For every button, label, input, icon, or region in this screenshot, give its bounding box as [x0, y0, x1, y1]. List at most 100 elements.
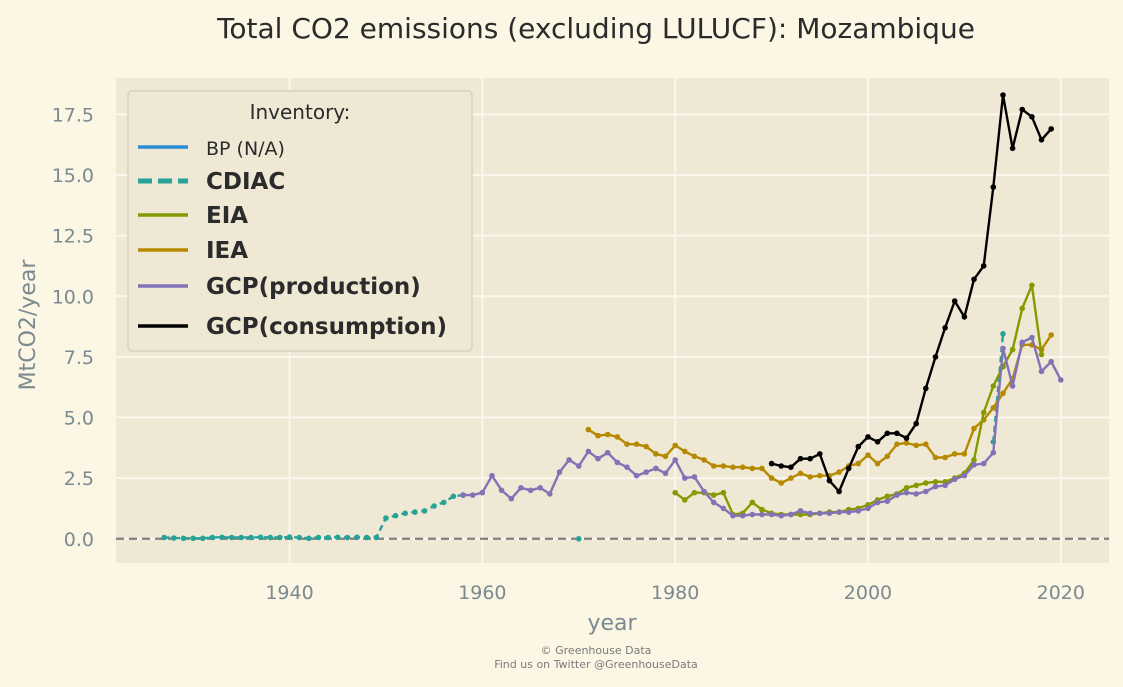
- data-point-gcp-consumption: [778, 463, 784, 469]
- data-point-eia: [720, 489, 727, 496]
- data-point-cdiac: [383, 515, 389, 521]
- data-point-iea: [768, 475, 775, 481]
- x-tick-label: 1980: [651, 582, 699, 604]
- data-point-iea: [730, 464, 736, 471]
- legend-title: Inventory:: [250, 100, 351, 124]
- data-point-gcp-production: [633, 472, 640, 479]
- x-tick-label: 2020: [1037, 582, 1085, 604]
- data-point-gcp-production: [653, 465, 659, 472]
- data-point-iea: [855, 460, 862, 467]
- data-point-iea: [624, 441, 630, 448]
- data-point-cdiac: [402, 510, 409, 517]
- data-point-gcp-production: [672, 457, 678, 463]
- credit-line-1: © Greenhouse Data: [541, 644, 652, 657]
- data-point-gcp-consumption: [990, 184, 997, 190]
- data-point-cdiac: [441, 499, 447, 506]
- data-point-iea: [643, 443, 649, 450]
- data-point-gcp-production: [855, 508, 862, 514]
- data-point-gcp-consumption: [1029, 114, 1035, 120]
- data-point-iea: [836, 469, 842, 475]
- data-point-gcp-production: [556, 469, 563, 475]
- data-point-gcp-production: [884, 498, 891, 505]
- data-point-gcp-consumption: [1038, 137, 1045, 143]
- data-point-gcp-production: [817, 510, 823, 517]
- data-point-iea: [942, 454, 948, 461]
- data-point-gcp-consumption: [855, 443, 862, 450]
- data-point-cdiac: [576, 536, 582, 542]
- data-point-cdiac: [354, 534, 360, 541]
- data-point-gcp-production: [845, 509, 852, 515]
- legend-label: BP (N/A): [206, 138, 285, 160]
- data-point-gcp-production: [508, 495, 515, 502]
- series-layer: [161, 92, 1064, 542]
- data-point-cdiac: [171, 535, 177, 541]
- data-point-gcp-production: [836, 509, 842, 515]
- data-point-gcp-production: [951, 476, 958, 483]
- data-point-gcp-consumption: [836, 488, 842, 495]
- data-point-gcp-production: [1038, 368, 1045, 375]
- data-point-iea: [682, 448, 688, 455]
- data-point-gcp-production: [624, 464, 630, 471]
- data-point-iea: [585, 426, 592, 433]
- data-point-gcp-production: [874, 499, 881, 506]
- data-point-gcp-production: [498, 487, 505, 494]
- data-point-cdiac: [373, 534, 380, 541]
- data-point-gcp-consumption: [980, 263, 987, 269]
- data-point-cdiac: [248, 534, 254, 541]
- data-point-gcp-production: [489, 472, 495, 479]
- data-point-iea: [759, 465, 765, 472]
- data-point-gcp-consumption: [807, 455, 813, 462]
- data-point-cdiac: [180, 535, 187, 542]
- data-point-iea: [653, 451, 659, 457]
- data-point-gcp-production: [604, 449, 611, 456]
- data-point-iea: [932, 454, 939, 461]
- data-point-cdiac: [190, 535, 196, 542]
- data-point-eia: [923, 480, 929, 486]
- data-point-gcp-consumption: [923, 385, 929, 392]
- data-point-gcp-consumption: [865, 434, 871, 440]
- data-point-gcp-production: [566, 457, 572, 463]
- data-point-eia: [682, 497, 688, 503]
- data-point-cdiac: [412, 509, 418, 515]
- data-point-gcp-production: [894, 492, 900, 498]
- data-point-gcp-production: [903, 489, 910, 496]
- data-point-iea: [1000, 390, 1006, 397]
- data-point-iea: [903, 440, 910, 446]
- x-ticks: 1940 1960 1980 2000 2020: [265, 582, 1085, 604]
- data-point-gcp-production: [797, 508, 804, 514]
- data-point-gcp-consumption: [1019, 106, 1025, 113]
- y-tick-label: 0.0: [64, 529, 94, 551]
- data-point-gcp-consumption: [894, 430, 900, 437]
- data-point-gcp-production: [739, 512, 746, 519]
- x-tick-label: 2000: [844, 582, 892, 604]
- data-point-gcp-production: [614, 459, 621, 466]
- data-point-gcp-production: [537, 485, 543, 491]
- data-point-cdiac: [392, 512, 399, 519]
- legend-label: IEA: [206, 238, 248, 264]
- data-point-iea: [951, 451, 958, 457]
- data-point-eia: [710, 492, 717, 498]
- data-point-iea: [923, 441, 929, 448]
- data-point-gcp-production: [643, 469, 649, 475]
- data-point-eia: [1029, 282, 1035, 289]
- data-point-gcp-consumption: [826, 477, 833, 484]
- data-point-iea: [961, 451, 968, 457]
- y-tick-label: 12.5: [52, 226, 94, 248]
- data-point-gcp-production: [682, 475, 688, 481]
- data-point-gcp-production: [595, 455, 601, 462]
- data-point-gcp-production: [547, 491, 553, 497]
- data-point-gcp-consumption: [1048, 126, 1054, 132]
- x-tick-label: 1940: [265, 582, 313, 604]
- data-point-iea: [672, 442, 678, 449]
- data-point-gcp-consumption: [951, 298, 958, 304]
- data-point-gcp-production: [691, 474, 698, 480]
- data-point-gcp-production: [749, 511, 756, 518]
- data-point-gcp-production: [1019, 339, 1025, 346]
- data-point-gcp-consumption: [1000, 92, 1006, 98]
- legend-box: [127, 90, 473, 352]
- data-point-gcp-production: [710, 499, 717, 506]
- data-point-gcp-production: [576, 463, 582, 469]
- data-point-gcp-consumption: [788, 464, 794, 471]
- y-tick-label: 17.5: [52, 104, 94, 126]
- legend-label: GCP(production): [206, 274, 421, 300]
